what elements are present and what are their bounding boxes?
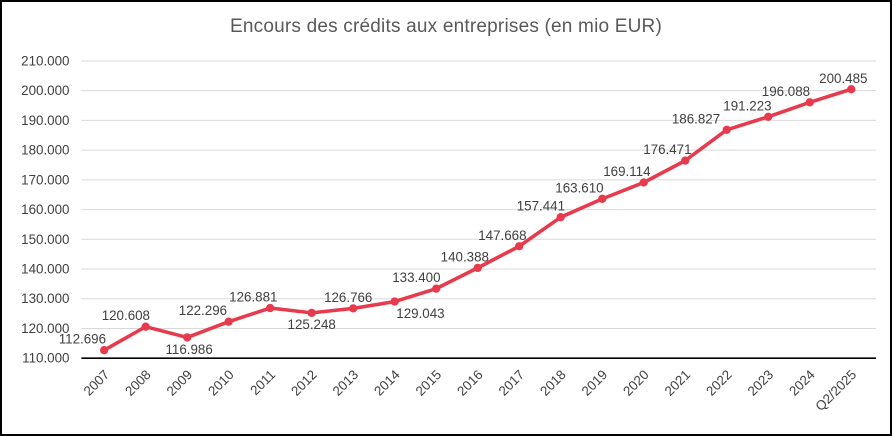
- data-label: 125.248: [288, 317, 336, 332]
- x-axis-tick-label: 2016: [454, 367, 486, 399]
- y-axis-tick-label: 140.000: [21, 261, 69, 276]
- x-axis-tick-label: 2024: [786, 367, 818, 399]
- data-label: 133.400: [392, 270, 440, 285]
- x-axis-tick-label: 2011: [247, 367, 278, 398]
- data-label: 129.043: [396, 306, 444, 321]
- data-point: [183, 333, 192, 342]
- data-label: 169.114: [603, 164, 651, 179]
- y-axis-tick-label: 110.000: [22, 351, 69, 366]
- data-point: [349, 304, 358, 313]
- data-label: 176.471: [643, 142, 691, 157]
- x-axis-tick-label: 2007: [81, 367, 113, 399]
- data-point: [224, 317, 233, 326]
- y-axis-tick-label: 160.000: [21, 202, 69, 217]
- y-axis-tick-label: 190.000: [21, 113, 69, 128]
- data-label: 163.610: [555, 180, 603, 195]
- x-axis-tick-label: 2020: [620, 367, 652, 399]
- data-label: 126.881: [229, 290, 277, 305]
- data-point: [805, 98, 814, 107]
- x-axis-tick-label: 2010: [205, 367, 237, 399]
- data-label: 196.088: [762, 84, 810, 99]
- x-axis-tick-label: 2019: [579, 367, 611, 399]
- data-label: 120.608: [102, 308, 150, 323]
- data-point: [722, 125, 731, 134]
- x-axis-tick-label: 2017: [496, 367, 528, 399]
- data-label: 140.388: [441, 249, 489, 264]
- y-axis-tick-label: 130.000: [21, 291, 69, 306]
- data-label: 112.696: [59, 332, 106, 347]
- data-point: [847, 85, 856, 94]
- data-point: [639, 178, 648, 187]
- y-axis-tick-label: 170.000: [21, 172, 69, 187]
- data-label: 122.296: [179, 303, 227, 318]
- x-axis-tick-label: 2012: [288, 367, 320, 399]
- x-axis-tick-label: 2015: [413, 367, 445, 399]
- x-axis-tick-label: 2014: [371, 367, 403, 399]
- y-axis-tick-label: 210.000: [21, 53, 69, 68]
- x-axis-tick-label: 2023: [745, 367, 777, 399]
- data-point: [266, 303, 275, 313]
- data-label: 186.827: [672, 111, 720, 126]
- data-point: [681, 156, 690, 165]
- data-point: [432, 284, 441, 293]
- y-axis-tick-label: 120.000: [21, 321, 69, 336]
- x-axis-tick-label: 2009: [164, 367, 196, 399]
- chart-title: Encours des crédits aux entreprises (en …: [230, 16, 662, 37]
- data-label: 157.441: [517, 199, 565, 214]
- x-axis-tick-label: 2013: [330, 367, 362, 399]
- x-axis-tick-label: Q2/2025: [812, 367, 859, 414]
- data-point: [598, 194, 607, 204]
- data-point: [141, 322, 150, 331]
- data-point: [556, 213, 565, 222]
- data-label: 191.223: [723, 98, 771, 113]
- data-label: 126.766: [324, 290, 372, 305]
- x-axis-tick-label: 2008: [122, 367, 154, 399]
- data-point: [100, 346, 109, 355]
- data-label: 147.668: [478, 228, 526, 243]
- data-point: [764, 112, 773, 121]
- x-axis-tick-label: 2022: [703, 367, 735, 399]
- data-label: 200.485: [819, 71, 867, 86]
- data-point: [307, 308, 316, 318]
- data-point: [473, 263, 482, 273]
- x-axis-tick-label: 2021: [662, 367, 694, 399]
- y-axis-tick-label: 180.000: [21, 143, 69, 158]
- data-label: 116.986: [165, 342, 212, 357]
- data-point: [390, 297, 399, 306]
- y-axis-tick-label: 150.000: [21, 232, 69, 247]
- data-point: [515, 242, 524, 251]
- y-axis-tick-label: 200.000: [21, 83, 69, 98]
- x-axis-tick-label: 2018: [537, 367, 569, 399]
